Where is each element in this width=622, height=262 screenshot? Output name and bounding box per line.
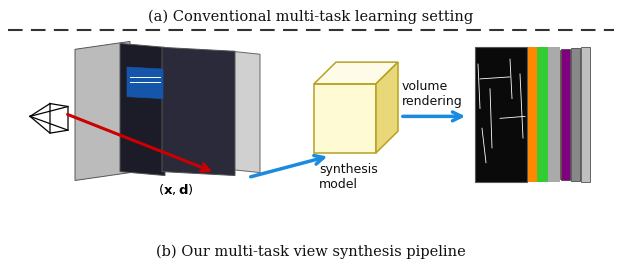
Polygon shape	[521, 53, 530, 177]
Polygon shape	[541, 51, 550, 178]
Polygon shape	[581, 47, 590, 182]
Polygon shape	[75, 41, 130, 181]
Polygon shape	[571, 48, 580, 182]
Polygon shape	[528, 47, 538, 182]
Bar	[475, 47, 527, 182]
Polygon shape	[120, 43, 165, 176]
Polygon shape	[376, 62, 398, 153]
Polygon shape	[537, 47, 548, 182]
Polygon shape	[551, 50, 560, 179]
Polygon shape	[531, 52, 540, 178]
Polygon shape	[232, 51, 260, 173]
Text: volume
rendering: volume rendering	[402, 80, 463, 108]
Polygon shape	[314, 62, 398, 84]
Text: (b) Our multi-task view synthesis pipeline: (b) Our multi-task view synthesis pipeli…	[156, 245, 466, 259]
Text: (a) Conventional multi-task learning setting: (a) Conventional multi-task learning set…	[149, 10, 473, 24]
Polygon shape	[314, 84, 376, 153]
Text: synthesis
model: synthesis model	[319, 163, 378, 191]
Polygon shape	[561, 49, 570, 181]
Polygon shape	[127, 67, 163, 99]
Text: $(\mathbf{x}, \mathbf{d})$: $(\mathbf{x}, \mathbf{d})$	[158, 182, 194, 198]
Polygon shape	[162, 47, 235, 176]
Polygon shape	[547, 47, 560, 182]
